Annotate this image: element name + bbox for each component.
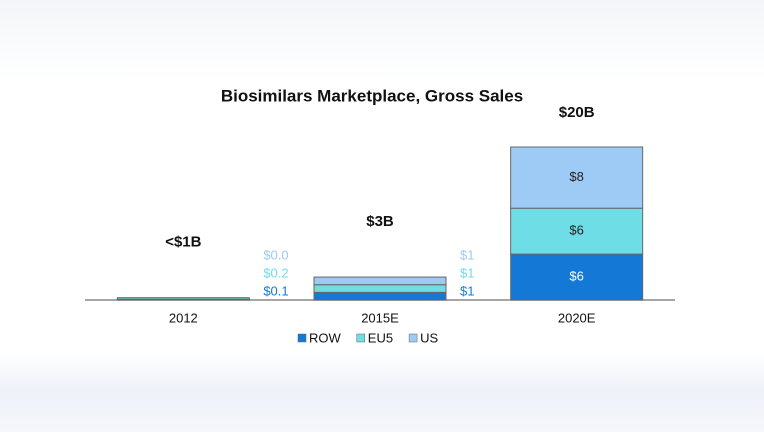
bar-segment xyxy=(313,284,447,293)
total-label: $20B xyxy=(559,104,595,121)
legend-swatch xyxy=(408,333,418,343)
legend-swatch xyxy=(356,333,366,343)
bar-segment xyxy=(510,207,644,255)
legend-label: EU5 xyxy=(368,330,393,345)
legend-label: US xyxy=(420,330,438,345)
data-label: $0.0 xyxy=(263,247,288,262)
bar-segment xyxy=(510,146,644,209)
data-label: $0.1 xyxy=(263,283,288,298)
total-label: <$1B xyxy=(165,234,201,251)
data-label: $1 xyxy=(460,247,474,262)
legend-label: ROW xyxy=(309,330,342,345)
data-label: $1 xyxy=(460,283,474,298)
data-label: $6 xyxy=(569,268,583,283)
chart-title: Biosimilars Marketplace, Gross Sales xyxy=(221,86,523,105)
x-tick-label: 2012 xyxy=(169,310,198,325)
bar-segment xyxy=(116,297,250,300)
data-label: $6 xyxy=(569,223,583,238)
legend-swatch xyxy=(297,333,307,343)
data-label: $8 xyxy=(569,169,583,184)
x-tick-label: 2015E xyxy=(361,310,399,325)
data-label: $1 xyxy=(460,265,474,280)
data-label: $0.2 xyxy=(263,265,288,280)
x-tick-label: 2020E xyxy=(558,310,596,325)
bar-segment xyxy=(313,291,447,301)
bar-segment xyxy=(313,276,447,286)
bar-segment xyxy=(510,253,644,301)
total-label: $3B xyxy=(366,213,394,230)
